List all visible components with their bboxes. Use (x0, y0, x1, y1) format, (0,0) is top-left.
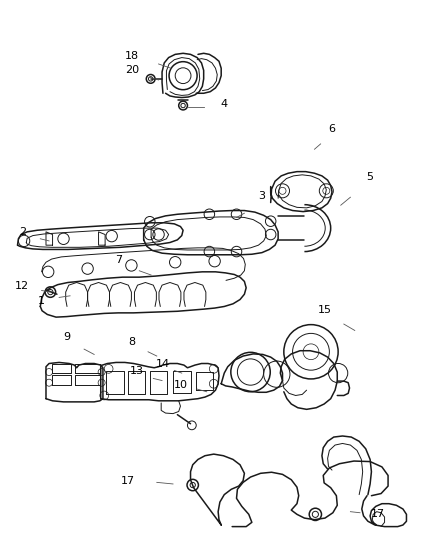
Text: 6: 6 (328, 124, 336, 134)
Text: 3: 3 (258, 191, 265, 200)
Text: 18: 18 (125, 51, 139, 61)
Text: 17: 17 (371, 509, 385, 519)
Text: 5: 5 (367, 172, 374, 182)
Text: 8: 8 (129, 337, 136, 347)
Text: 15: 15 (318, 305, 332, 315)
Text: 7: 7 (116, 255, 123, 264)
Text: 13: 13 (130, 366, 144, 376)
Text: 14: 14 (156, 359, 170, 368)
Text: 12: 12 (15, 281, 29, 291)
Text: 20: 20 (125, 66, 139, 75)
Text: 1: 1 (38, 296, 45, 306)
Text: 9: 9 (63, 332, 70, 342)
Text: 17: 17 (121, 476, 135, 486)
Text: 4: 4 (221, 100, 228, 109)
Text: 10: 10 (173, 380, 187, 390)
Text: 2: 2 (19, 228, 26, 237)
